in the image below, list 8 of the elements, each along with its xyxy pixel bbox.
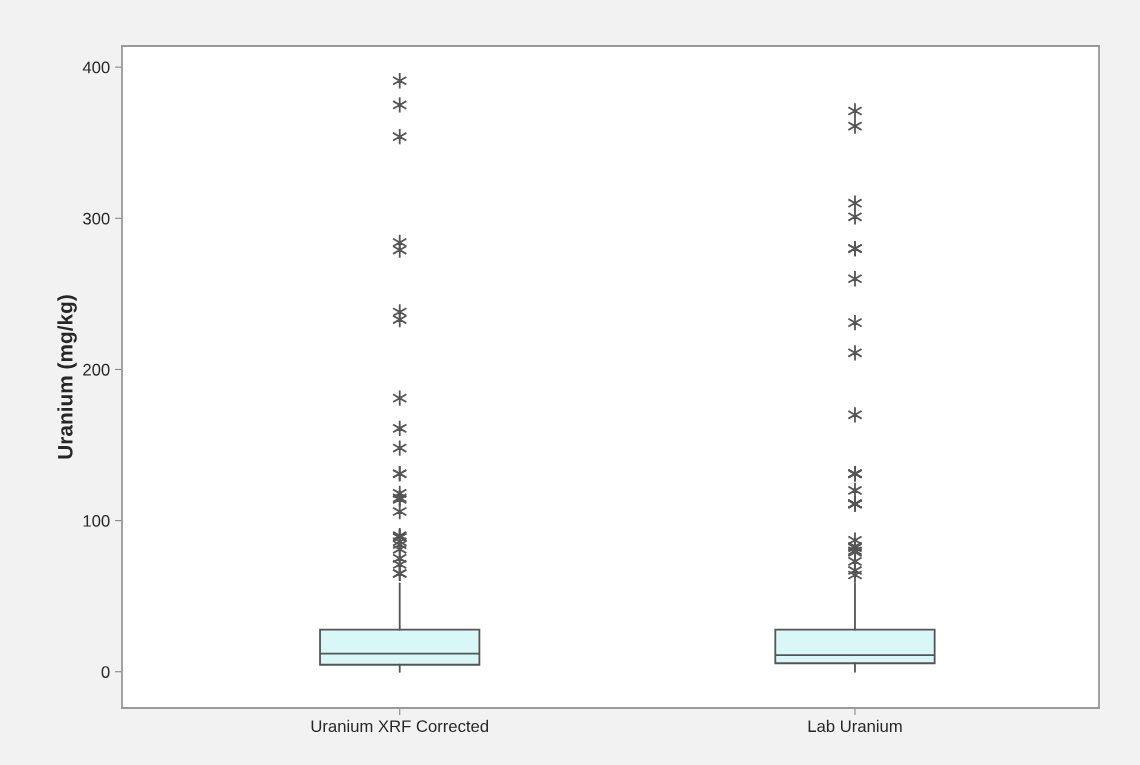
y-tick-label: 300 — [83, 212, 110, 225]
y-tick-label: 0 — [101, 666, 110, 678]
y-axis-title: Uranium (mg/kg) — [57, 295, 77, 459]
x-tick-label: Lab Uranium — [808, 719, 902, 733]
x-tick-label: Uranium XRF Corrected — [311, 719, 489, 733]
y-tick-label: 400 — [82, 61, 110, 74]
y-tick-label: 200 — [83, 363, 110, 376]
y-tick-label: 100 — [83, 514, 110, 527]
